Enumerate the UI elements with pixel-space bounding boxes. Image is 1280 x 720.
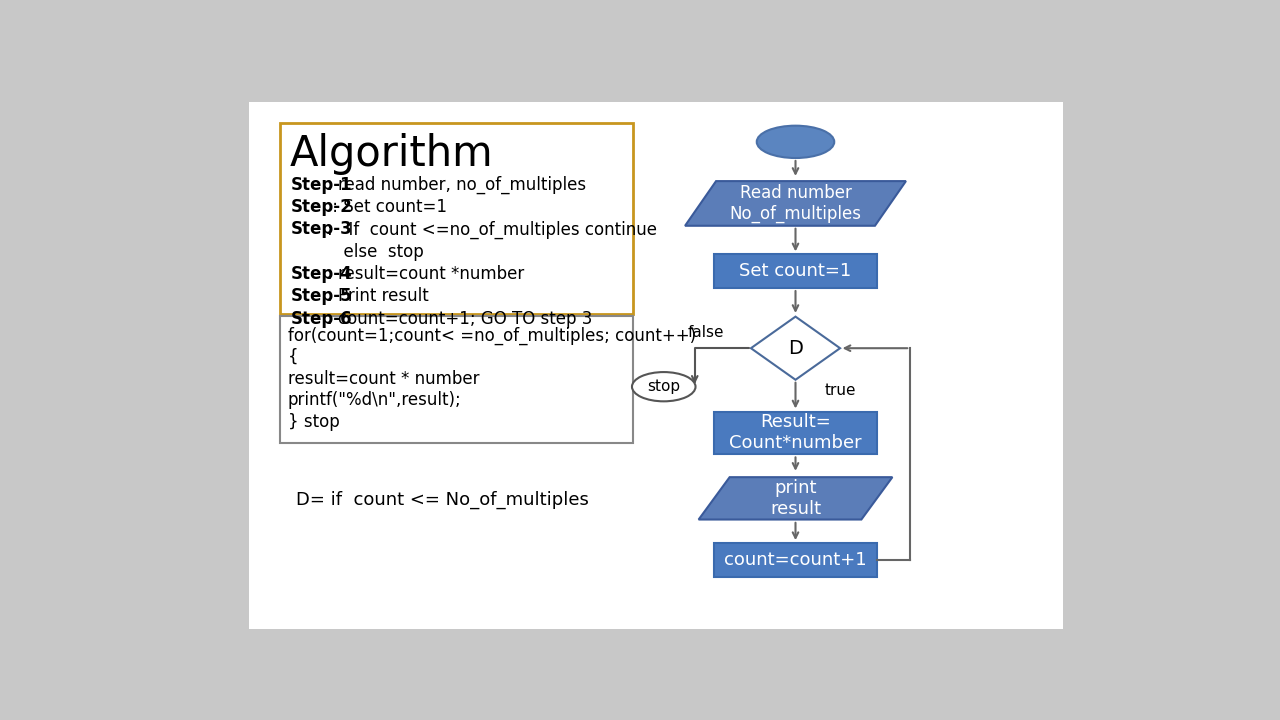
FancyBboxPatch shape bbox=[280, 316, 632, 443]
Text: Step-2: Step-2 bbox=[291, 198, 353, 216]
Text: printf("%d\n",result);: printf("%d\n",result); bbox=[288, 391, 462, 409]
Text: else  stop: else stop bbox=[291, 243, 424, 261]
Text: Step-6: Step-6 bbox=[291, 310, 352, 328]
Text: : Set count=1: : Set count=1 bbox=[328, 198, 447, 216]
Text: Set count=1: Set count=1 bbox=[740, 262, 851, 280]
FancyBboxPatch shape bbox=[250, 102, 1062, 629]
Text: : read number, no_of_multiples: : read number, no_of_multiples bbox=[328, 176, 586, 194]
Text: Step-1: Step-1 bbox=[291, 176, 352, 194]
Text: print
result: print result bbox=[771, 479, 820, 518]
Text: {: { bbox=[288, 348, 298, 366]
Text: count=count+1: count=count+1 bbox=[724, 551, 867, 569]
Ellipse shape bbox=[632, 372, 695, 401]
Text: :   If  count <=no_of_multiples continue: : If count <=no_of_multiples continue bbox=[328, 220, 657, 238]
Polygon shape bbox=[685, 181, 906, 226]
Polygon shape bbox=[699, 477, 892, 520]
Polygon shape bbox=[751, 317, 840, 379]
Text: : count=count+1; GO TO step 3: : count=count+1; GO TO step 3 bbox=[328, 310, 593, 328]
Text: : Print result: : Print result bbox=[328, 287, 429, 305]
Ellipse shape bbox=[756, 126, 835, 158]
Text: : result=count *number: : result=count *number bbox=[328, 265, 525, 283]
Text: D= if  count <= No_of_multiples: D= if count <= No_of_multiples bbox=[296, 490, 589, 509]
Text: Algorithm: Algorithm bbox=[289, 132, 493, 174]
FancyBboxPatch shape bbox=[714, 543, 877, 577]
Text: Step-3: Step-3 bbox=[291, 220, 353, 238]
FancyBboxPatch shape bbox=[714, 412, 877, 454]
Text: Read number
No_of_multiples: Read number No_of_multiples bbox=[730, 184, 861, 223]
Text: Result=
Count*number: Result= Count*number bbox=[730, 413, 861, 452]
Text: Step-5: Step-5 bbox=[291, 287, 352, 305]
FancyBboxPatch shape bbox=[280, 123, 632, 315]
Text: D: D bbox=[788, 338, 803, 358]
Text: Step-4: Step-4 bbox=[291, 265, 353, 283]
Text: stop: stop bbox=[648, 379, 680, 394]
Text: } stop: } stop bbox=[288, 413, 339, 431]
Text: for(count=1;count< =no_of_multiples; count++): for(count=1;count< =no_of_multiples; cou… bbox=[288, 327, 696, 345]
Text: false: false bbox=[689, 325, 724, 341]
FancyBboxPatch shape bbox=[714, 254, 877, 288]
Text: result=count * number: result=count * number bbox=[288, 370, 480, 388]
Text: true: true bbox=[824, 383, 856, 398]
